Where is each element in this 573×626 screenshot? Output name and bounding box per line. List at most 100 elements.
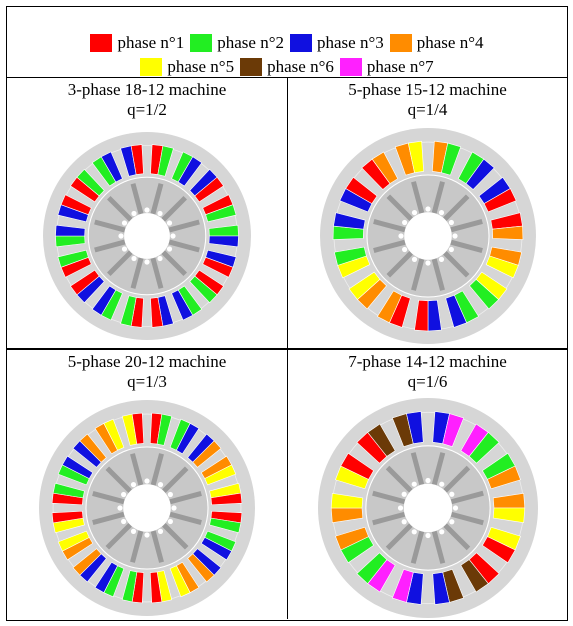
coil-side (76, 168, 105, 197)
rotor-notch (397, 505, 403, 511)
coil-side (177, 156, 203, 187)
rotor-notch (448, 491, 454, 497)
rotor-magnet (92, 511, 125, 525)
rotor-notch (157, 210, 163, 217)
rotor-magnet (449, 239, 483, 253)
rotor-magnet (431, 530, 445, 564)
legend-row-2: phase n°5 phase n°6 phase n°7 (7, 58, 567, 76)
coil-side (200, 537, 233, 561)
coil-side (459, 559, 489, 593)
coil-side (465, 158, 495, 190)
rotor-notch (144, 207, 150, 213)
coil-side (189, 275, 218, 304)
rotor-magnet (150, 183, 164, 215)
coil-side (55, 224, 86, 237)
rotor-magnet (130, 183, 144, 215)
machine-cell-14-12: 7-phase 14-12 machine q=1/6 (288, 350, 567, 619)
phase-legend: phase n°1 phase n°2 phase n°3 phase n°4 … (7, 7, 567, 78)
legend-item-phase-6: phase n°6 (240, 58, 334, 76)
coil-side (57, 249, 89, 268)
rotor-notch (166, 220, 173, 226)
rotor-magnet (371, 490, 405, 505)
legend-item-phase-2: phase n°2 (190, 34, 284, 52)
rotor-notch (424, 477, 431, 484)
rotor-notch (157, 482, 164, 488)
rotor-notch (411, 529, 417, 535)
machine-title: 3-phase 18-12 machine (67, 80, 227, 99)
rotor-magnet (161, 195, 188, 222)
legend-swatch (190, 34, 213, 52)
coil-side (69, 269, 100, 296)
coil-side (486, 465, 521, 490)
coil-side (334, 526, 369, 551)
rotor-notch (438, 256, 444, 262)
rotor-magnet (431, 258, 445, 291)
rotor-magnet (386, 194, 413, 221)
rotor-magnet (442, 251, 469, 278)
coil-side (121, 570, 138, 603)
stator-bore-line (52, 413, 242, 603)
legend-swatch (90, 34, 113, 52)
rotor-notch (451, 233, 458, 239)
rotor-magnet (150, 530, 164, 563)
rotor-notch (411, 256, 417, 262)
rotor-notch (438, 210, 444, 216)
rotor-magnet (106, 195, 133, 222)
rotor-notch (170, 233, 176, 239)
coil-side (120, 295, 137, 327)
machine-q: q=1/2 (127, 100, 167, 119)
rotor-notch (121, 220, 128, 226)
coil-side (491, 225, 523, 240)
machine-title: 5-phase 20-12 machine (67, 352, 227, 371)
legend-item-phase-5: phase n°5 (140, 58, 234, 76)
machine-title: 7-phase 14-12 machine (348, 352, 507, 371)
rotor-magnet (371, 511, 405, 526)
machine-cross-section (43, 132, 251, 340)
coil-side (100, 151, 123, 183)
coil-side (131, 412, 145, 445)
coil-side (150, 297, 164, 328)
rotor-notch (424, 532, 431, 539)
rotor-magnet (94, 219, 126, 233)
machine-cell-18-12: 3-phase 18-12 machine q=1/2 (7, 78, 288, 350)
rotor-notch (424, 260, 431, 266)
shaft-bore (403, 483, 452, 533)
rotor-magnet (372, 239, 406, 253)
rotor-notch (144, 532, 150, 538)
coil-side (202, 256, 234, 278)
rotor-magnet (105, 466, 132, 493)
rotor-notch (401, 519, 407, 525)
rotor-notch (448, 219, 454, 226)
coil-side (413, 299, 428, 332)
legend-item-phase-3: phase n°3 (290, 34, 384, 52)
coil-side (52, 482, 85, 499)
rotor-notch (130, 482, 137, 488)
coil-side (209, 517, 242, 534)
coil-side (339, 452, 374, 480)
rotor-notch (117, 505, 123, 511)
rotor-notch (448, 519, 454, 525)
legend-item-phase-1: phase n°1 (90, 34, 184, 52)
rotor-notch (131, 210, 137, 217)
rotor-notch (121, 518, 127, 525)
rotor-magnet (168, 239, 200, 253)
coil-side (72, 548, 102, 576)
rotor-notch (397, 233, 404, 239)
coil-side (130, 144, 144, 175)
figure-frame: phase n°1 phase n°2 phase n°3 phase n°4 … (6, 6, 568, 621)
rotor-notch (144, 478, 150, 484)
rotor-notch (157, 255, 163, 262)
rotor-notch (131, 255, 137, 262)
legend-item-phase-4: phase n°4 (389, 34, 484, 52)
coil-side (468, 278, 499, 310)
rotor-magnet (169, 491, 202, 505)
coil-side (376, 290, 402, 324)
rotor-magnet (162, 523, 189, 550)
coil-side (344, 176, 377, 204)
rotor-notch (401, 219, 407, 226)
coil-side (468, 431, 500, 464)
legend-label: phase n°5 (167, 57, 235, 76)
legend-swatch (339, 58, 362, 76)
coil-side (371, 151, 398, 184)
coil-side (407, 140, 424, 173)
